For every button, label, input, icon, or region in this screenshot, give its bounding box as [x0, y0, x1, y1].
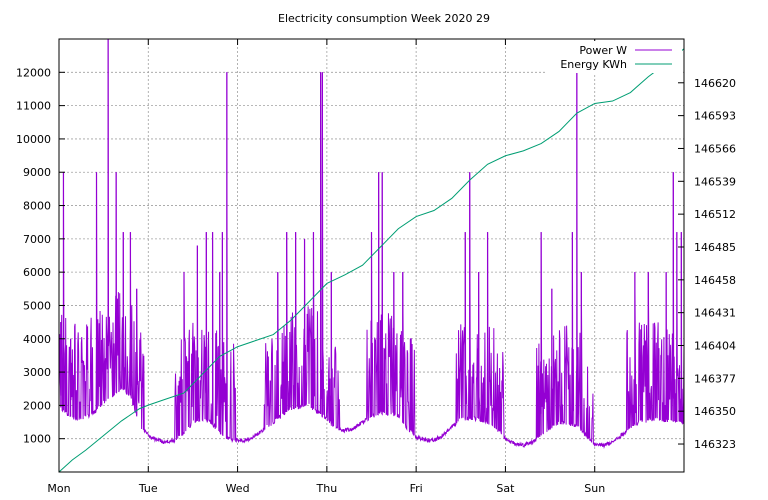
- y-right-tick-label: 146539: [694, 175, 736, 188]
- y-left-tick-label: 12000: [16, 66, 51, 79]
- legend-label-energy: Energy KWh: [560, 58, 627, 71]
- y-left-tick-label: 7000: [23, 233, 51, 246]
- power-series: [58, 38, 685, 449]
- y-left-tick-label: 3000: [23, 366, 51, 379]
- plot-frame: [58, 38, 685, 473]
- y-right-tick-label: 146458: [694, 274, 736, 287]
- chart-title: Electricity consumption Week 2020 29: [278, 12, 490, 25]
- y-left-tick-label: 4000: [23, 333, 51, 346]
- energy-series: [58, 48, 685, 473]
- y-left-tick-label: 11000: [16, 100, 51, 113]
- y-left-tick-label: 1000: [23, 433, 51, 446]
- energy-line: [58, 48, 685, 473]
- axis-ticks: Mon Tue Wed Thu Fri Sat Sun 1000 2000 3000 4000 500…: [16, 39, 736, 495]
- y-right-tick-label: 146620: [694, 77, 736, 90]
- legend: Power W Energy KWh: [546, 41, 682, 73]
- y-left-tick-label: 5000: [23, 299, 51, 312]
- y-right-tick-label: 146431: [694, 307, 736, 320]
- y-left-tick-label: 2000: [23, 399, 51, 412]
- y-right-tick-label: 146377: [694, 372, 736, 385]
- x-tick-label: Thu: [316, 482, 338, 495]
- y-right-tick-label: 146323: [694, 438, 736, 451]
- y-right-tick-label: 146350: [694, 405, 736, 418]
- y-right-tick-label: 146512: [694, 208, 736, 221]
- x-tick-label: Sun: [584, 482, 605, 495]
- y-left-tick-label: 6000: [23, 266, 51, 279]
- legend-label-power: Power W: [579, 44, 627, 57]
- x-tick-label: Wed: [226, 482, 250, 495]
- power-line: [58, 38, 685, 449]
- y-left-tick-label: 9000: [23, 166, 51, 179]
- y-left-tick-label: 8000: [23, 200, 51, 213]
- y-right-tick-label: 146593: [694, 110, 736, 123]
- legend-background: [546, 41, 682, 73]
- x-tick-label: Fri: [410, 482, 423, 495]
- y-right-tick-label: 146566: [694, 142, 736, 155]
- x-tick-label: Sat: [496, 482, 515, 495]
- y-right-tick-label: 146404: [694, 340, 736, 353]
- x-tick-label: Tue: [138, 482, 158, 495]
- x-tick-label: Mon: [47, 482, 70, 495]
- y-left-tick-label: 10000: [16, 133, 51, 146]
- y-right-tick-label: 146485: [694, 241, 736, 254]
